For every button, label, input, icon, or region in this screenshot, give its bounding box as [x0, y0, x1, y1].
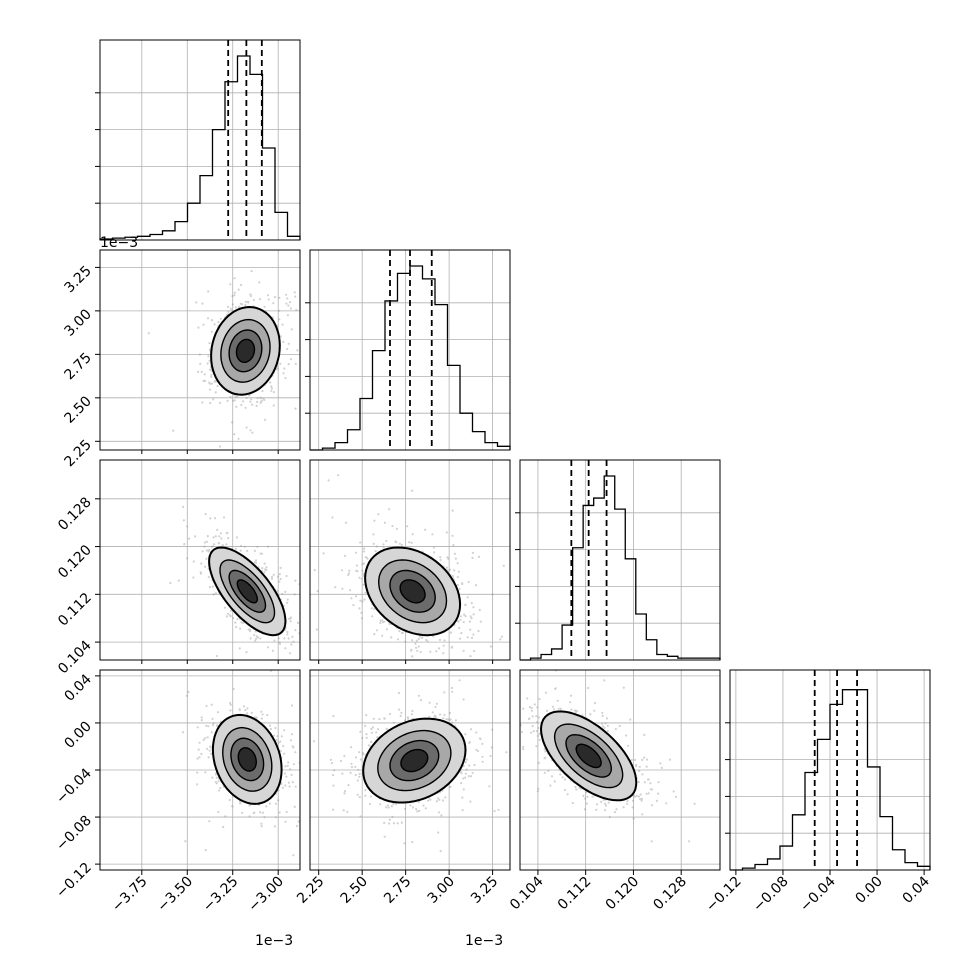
y-tick-label: −0.04	[53, 765, 95, 807]
contour-line	[362, 717, 467, 804]
contour-line	[389, 569, 436, 613]
contour-line	[553, 723, 624, 789]
x-axis-3: −0.12 −0.08 −0.04 0.00 0.04	[703, 870, 933, 915]
contour-line	[565, 733, 613, 778]
y-offset-label: 1e−3	[100, 235, 138, 251]
x-tick-label: 2.50	[338, 874, 371, 907]
y-tick-label: 0.112	[55, 590, 95, 630]
contour-line	[220, 318, 271, 383]
y-tick-label: 0.128	[55, 494, 95, 534]
panel-frame	[309, 459, 511, 661]
density-fill	[401, 749, 428, 772]
y-tick-label: 0.104	[55, 638, 95, 678]
y-axis-2: 0.104 0.112 0.120 0.128	[55, 494, 100, 677]
x-tick-label: −3.75	[109, 874, 151, 916]
x-offset-label: 1e−3	[465, 933, 503, 949]
histogram-panel-2	[515, 459, 721, 661]
histogram-step	[730, 689, 931, 871]
x-tick-label: −3.50	[154, 874, 196, 916]
contour-line	[221, 726, 273, 792]
x-tick-label: −3.00	[245, 874, 287, 916]
x-axis-2: 0.104 0.112 0.120 0.128	[507, 870, 690, 913]
scatter-panel-3-1	[309, 669, 511, 871]
y-tick-label: 3.25	[61, 263, 94, 296]
x-tick-label: 0.112	[555, 874, 595, 914]
scatter-panel-3-0	[99, 669, 301, 871]
x-tick-label: −0.12	[703, 874, 745, 916]
scatter-panel-3-2	[519, 669, 721, 871]
x-tick-label: −0.08	[750, 874, 792, 916]
contour-line	[208, 546, 287, 637]
contour-line	[364, 546, 462, 637]
y-tick-label: 2.75	[61, 350, 94, 383]
y-tick-label: 0.120	[55, 542, 95, 582]
x-tick-label: 0.04	[900, 873, 933, 906]
density-fill	[400, 579, 425, 603]
panel-background	[100, 40, 300, 240]
panel-frame	[309, 249, 511, 451]
x-tick-label: 0.00	[853, 874, 886, 907]
contour-line	[235, 338, 256, 363]
contour-line	[210, 305, 281, 396]
panel-frame	[519, 669, 721, 871]
density-fill	[236, 339, 255, 363]
y-tick-label: −0.08	[53, 813, 95, 855]
contour-line	[211, 713, 283, 805]
y-axis-3: −0.12−0.08−0.040.000.04	[53, 671, 100, 901]
panel-frame	[309, 669, 511, 871]
y-tick-label: 0.00	[61, 718, 94, 751]
x-tick-label: 0.104	[507, 873, 547, 913]
contour-line	[377, 559, 448, 624]
scatter-panel-1-0	[99, 249, 301, 451]
x-tick-label: −3.25	[200, 874, 242, 916]
contour-line	[219, 559, 276, 624]
histogram-step	[520, 475, 721, 661]
contour-line	[377, 729, 452, 792]
contour-line	[539, 710, 638, 802]
x-tick-label: 2.75	[381, 874, 414, 907]
contour-line	[230, 737, 265, 782]
contour-line	[228, 569, 267, 613]
density-fill	[237, 579, 258, 603]
density-fill	[576, 744, 602, 768]
scatter-panel-2-1	[309, 459, 511, 661]
y-tick-label: 2.50	[61, 393, 94, 426]
x-tick-label: 2.25	[294, 874, 327, 907]
x-offset-label: 1e−3	[255, 933, 293, 949]
panel-content	[310, 460, 510, 660]
density-fill	[238, 747, 257, 772]
panel-background	[520, 460, 720, 660]
scatter-panel-2-0	[99, 459, 301, 661]
panel-frame	[99, 39, 301, 241]
panel-frame	[99, 249, 301, 451]
histogram-panel-1	[305, 249, 511, 451]
panel-content	[520, 670, 720, 870]
x-tick-label: 0.120	[603, 874, 643, 914]
histogram-step	[99, 55, 301, 240]
panel-content	[100, 670, 300, 870]
contour-line	[236, 579, 259, 604]
panel-frame	[99, 459, 301, 661]
x-tick-label: 0.128	[650, 874, 690, 914]
contour-line	[389, 739, 440, 782]
contour-line	[400, 748, 429, 773]
contour-line	[237, 747, 258, 772]
contour-line	[575, 743, 602, 769]
y-tick-label: 3.00	[61, 306, 94, 339]
y-tick-label: −0.12	[53, 860, 95, 902]
panel-frame	[519, 459, 721, 661]
histogram-panel-3	[725, 669, 931, 871]
contour-line	[399, 579, 426, 604]
x-tick-label: 3.25	[468, 874, 501, 907]
contour-line	[228, 329, 263, 373]
panel-content	[310, 670, 510, 870]
panel-content	[100, 250, 300, 450]
panel-content	[100, 460, 300, 660]
histogram-panel-0	[95, 39, 301, 241]
x-tick-label: −0.04	[797, 873, 839, 915]
x-tick-label: 3.00	[425, 874, 458, 907]
y-tick-label: 2.25	[61, 437, 94, 470]
